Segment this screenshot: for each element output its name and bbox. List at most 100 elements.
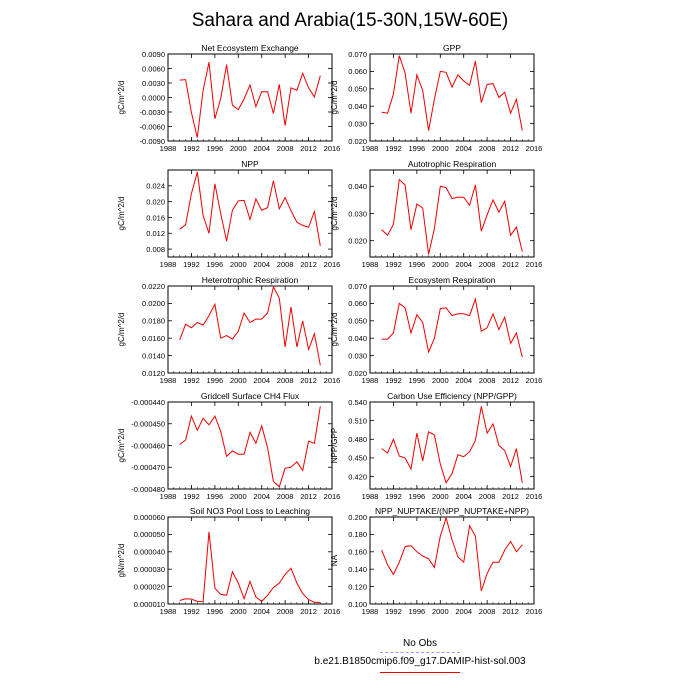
y-tick-label: 0.0120 <box>142 369 165 378</box>
x-tick-label: 2008 <box>479 492 496 501</box>
x-tick-label: 2008 <box>479 607 496 616</box>
x-tick-label: 2000 <box>432 607 449 616</box>
y-tick-label: 0.140 <box>348 565 367 574</box>
y-tick-label: 0.510 <box>348 416 367 425</box>
plot-frame <box>369 53 535 142</box>
y-tick-label: 0.000020 <box>134 582 165 591</box>
y-tick-label: 0.016 <box>146 213 165 222</box>
y-tick-label: 0.000030 <box>134 565 165 574</box>
y-tick-label: 0.000050 <box>134 530 165 539</box>
series-line <box>179 531 321 604</box>
x-tick-label: 2008 <box>277 607 294 616</box>
y-tick-label: 0.0160 <box>142 334 165 343</box>
x-tick-label: 2004 <box>253 607 270 616</box>
x-tick-label: 2012 <box>300 492 317 501</box>
x-tick-label: 1988 <box>160 607 177 616</box>
y-tick-label: 0.024 <box>146 182 165 191</box>
y-axis-label: gC/m^2/d <box>330 313 339 347</box>
y-tick-label: 0.160 <box>348 548 367 557</box>
plot-frame <box>167 285 333 374</box>
panel-3: Autotrophic Respiration 1988 1992 1996 2000 2… <box>330 159 542 269</box>
plot-frame <box>167 53 333 142</box>
y-tick-label: 0.030 <box>348 119 367 128</box>
series-line <box>381 178 523 255</box>
y-tick-label: 0.020 <box>348 236 367 245</box>
legend-line-model <box>380 672 460 673</box>
plot-frame <box>369 516 535 605</box>
panel-title: Heterotrophic Respiration <box>202 275 299 285</box>
series-line <box>179 171 321 246</box>
x-tick-label: 2004 <box>455 144 472 153</box>
x-tick-label: 2008 <box>277 260 294 269</box>
x-tick-label: 1988 <box>362 376 379 385</box>
panel-8: Soil NO3 Pool Loss to Leaching 1988 1992 19… <box>117 506 340 616</box>
y-tick-label: -0.0030 <box>140 108 165 117</box>
y-axis-label: gC/m^2/d <box>330 81 339 115</box>
series-line <box>179 62 321 138</box>
x-tick-label: 1988 <box>160 260 177 269</box>
panel-title: Ecosystem Respiration <box>409 275 496 285</box>
y-tick-label: 0.050 <box>348 317 367 326</box>
series-line <box>381 297 523 358</box>
x-tick-label: 1992 <box>385 144 402 153</box>
x-tick-label: 2016 <box>526 376 543 385</box>
x-tick-label: 2004 <box>455 260 472 269</box>
y-axis-label: gC/m^2/d <box>330 197 339 231</box>
x-tick-label: 2016 <box>324 376 341 385</box>
legend-line-obs <box>380 652 460 653</box>
y-tick-label: 0.030 <box>348 209 367 218</box>
x-tick-label: 2004 <box>253 376 270 385</box>
x-tick-label: 2016 <box>324 144 341 153</box>
x-tick-label: 1988 <box>362 144 379 153</box>
y-tick-label: 0.480 <box>348 435 367 444</box>
panel-4: Heterotrophic Respiration 1988 1992 1996 200… <box>117 275 340 385</box>
panel-title: Carbon Use Efficiency (NPP/GPP) <box>387 391 517 401</box>
x-tick-label: 2008 <box>479 260 496 269</box>
y-tick-label: 0.070 <box>348 282 367 291</box>
y-tick-label: 0.020 <box>146 197 165 206</box>
x-tick-label: 2000 <box>432 144 449 153</box>
panel-6: Gridcell Surface CH4 Flux 1988 1992 1996 200… <box>117 391 340 501</box>
x-tick-label: 2016 <box>526 144 543 153</box>
y-tick-label: 0.0140 <box>142 351 165 360</box>
x-tick-label: 2016 <box>526 260 543 269</box>
y-tick-label: -0.000460 <box>131 441 165 450</box>
x-tick-label: 1992 <box>183 376 200 385</box>
y-axis-label: gC/m^2/d <box>117 81 126 115</box>
x-tick-label: 2000 <box>230 607 247 616</box>
y-tick-label: 0.050 <box>348 85 367 94</box>
x-tick-label: 2012 <box>502 607 519 616</box>
y-tick-label: 0.0180 <box>142 317 165 326</box>
panel-title: Gridcell Surface CH4 Flux <box>201 391 300 401</box>
y-tick-label: 0.200 <box>348 513 367 522</box>
x-tick-label: 2000 <box>432 376 449 385</box>
y-tick-label: 0.0030 <box>142 79 165 88</box>
x-tick-label: 1996 <box>207 260 224 269</box>
y-tick-label: 0.040 <box>348 182 367 191</box>
x-tick-label: 2008 <box>479 376 496 385</box>
x-tick-label: 1988 <box>160 376 177 385</box>
y-tick-label: 0.020 <box>348 137 367 146</box>
panel-title: Net Ecosystem Exchange <box>201 43 299 53</box>
y-tick-label: 0.030 <box>348 351 367 360</box>
x-tick-label: 1992 <box>385 607 402 616</box>
y-tick-label: 0.0060 <box>142 64 165 73</box>
x-tick-label: 2000 <box>432 260 449 269</box>
x-tick-label: 1988 <box>160 492 177 501</box>
y-tick-label: 0.100 <box>348 600 367 609</box>
x-tick-label: 2000 <box>230 144 247 153</box>
series-line <box>381 55 523 131</box>
x-tick-label: 2008 <box>277 376 294 385</box>
y-tick-label: 0.0000 <box>142 93 165 102</box>
x-tick-label: 1996 <box>409 144 426 153</box>
y-tick-label: 0.070 <box>348 50 367 59</box>
panel-title: NPP_NUPTAKE/(NPP_NUPTAKE+NPP) <box>375 506 529 516</box>
y-tick-label: 0.060 <box>348 67 367 76</box>
y-tick-label: 0.0200 <box>142 299 165 308</box>
x-tick-label: 1996 <box>409 492 426 501</box>
y-axis-label: gC/m^2/d <box>117 313 126 347</box>
panel-0: Net Ecosystem Exchange 1988 1992 1996 2000 20… <box>117 43 340 153</box>
panel-title: Soil NO3 Pool Loss to Leaching <box>190 506 310 516</box>
plot-frame <box>369 401 535 490</box>
